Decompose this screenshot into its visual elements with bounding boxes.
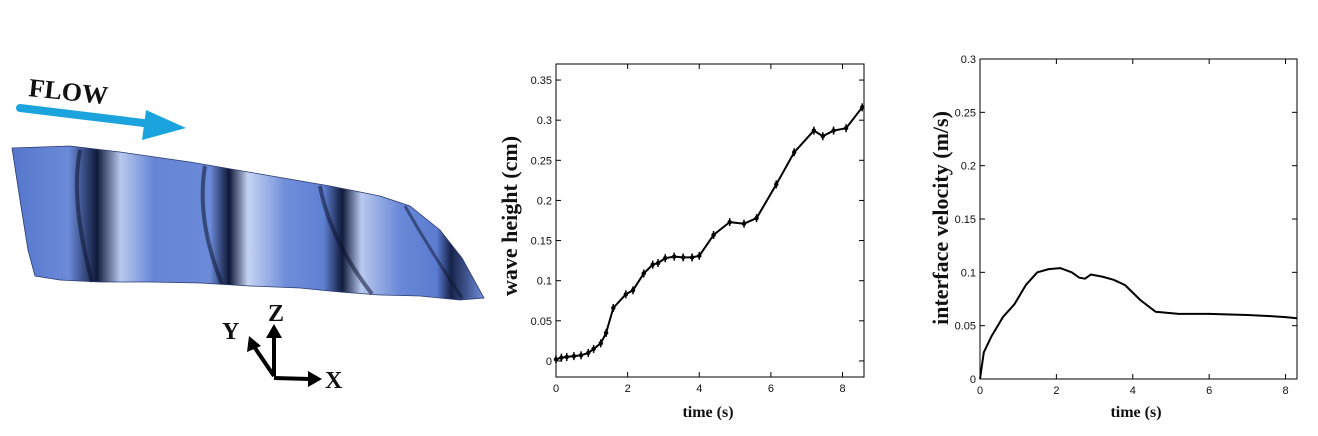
data-point (564, 354, 569, 360)
y-tick-label: 0.25 (955, 107, 976, 119)
data-point (630, 288, 636, 293)
data-point (591, 346, 596, 352)
data-point (727, 219, 732, 225)
wave-surface (11, 145, 485, 301)
data-point (641, 271, 646, 276)
x-axis-arrowhead (308, 371, 322, 387)
flow-label: FLOW (27, 73, 109, 110)
y-tick-label: 0.15 (531, 236, 552, 248)
x-tick-label: 4 (696, 383, 702, 395)
x-tick-label: 6 (1206, 385, 1212, 397)
data-point (559, 355, 564, 360)
x-axis-label: time (s) (1110, 404, 1161, 421)
coordinate-axes (247, 324, 322, 387)
data-point (655, 260, 661, 266)
data-point (831, 128, 836, 133)
x-tick-label: 4 (1130, 385, 1136, 397)
plot-frame (555, 63, 865, 378)
data-point (774, 182, 779, 187)
series-line (979, 267, 1298, 380)
y-tick-label: 0.2 (537, 195, 552, 207)
data-point (791, 150, 797, 155)
data-point (650, 262, 655, 267)
data-point (603, 330, 609, 336)
x-axis-line (273, 376, 311, 381)
y-tick-label: 0.3 (537, 115, 552, 127)
data-point (578, 353, 584, 358)
data-point (553, 357, 559, 362)
data-point (811, 128, 817, 133)
x-tick-label: 2 (625, 383, 631, 395)
y-tick-label: 0.2 (961, 161, 976, 173)
data-point (571, 353, 577, 359)
data-point (843, 126, 849, 131)
data-point (623, 292, 629, 297)
data-point (671, 254, 677, 259)
y-tick-label: 0.3 (961, 54, 976, 66)
axis-label-x: X (325, 368, 343, 394)
y-axis-line (253, 346, 276, 378)
wave-ridge-2 (200, 165, 224, 285)
y-tick-label: 0.25 (531, 155, 552, 167)
wave-ridge-4 (403, 205, 464, 299)
data-point (711, 232, 716, 238)
y-tick-label: 0.1 (961, 267, 976, 279)
y-tick-label: 0.15 (955, 214, 976, 226)
data-point (598, 341, 603, 346)
y-tick-label: 0.35 (531, 75, 552, 87)
data-point (689, 255, 695, 260)
wave-height-chart: 0 0.05 0.1 0.15 0.2 0.25 0.3 0.35 0 2 4 6 8 time (s… (497, 63, 865, 421)
flow-arrow-head (142, 110, 186, 140)
flow-arrow-shaft (16, 104, 156, 128)
y-axis-arrowhead (247, 336, 261, 352)
x-tick-label: 6 (768, 383, 774, 395)
plot-frame (979, 58, 1298, 380)
data-point (586, 350, 591, 356)
data-point (741, 221, 747, 226)
x-tick-label: 0 (553, 383, 559, 395)
data-point (611, 305, 616, 311)
data-point (697, 253, 702, 259)
y-tick-label: 0 (546, 356, 552, 368)
interface-velocity-chart: 0 0.05 0.1 0.15 0.2 0.25 0.3 0 2 4 6 8 time (s) in… (928, 54, 1298, 421)
y-axis-label: wave height (cm) (497, 136, 522, 296)
wave-ridge-1 (74, 149, 94, 283)
x-tick-label: 8 (1282, 385, 1288, 397)
x-axis-label: time (s) (682, 404, 733, 421)
data-point (754, 215, 759, 221)
wave-ridge-3 (318, 185, 374, 296)
axis-label-y: Y (222, 319, 239, 345)
z-axis-arrowhead (266, 324, 282, 338)
y-tick-label: 0.05 (531, 316, 552, 328)
data-point (820, 134, 826, 139)
y-tick-label: 0 (970, 374, 976, 386)
x-tick-label: 8 (839, 383, 845, 395)
x-tick-label: 2 (1053, 385, 1059, 397)
data-point (663, 256, 668, 261)
axis-label-z: Z (268, 301, 284, 327)
wave-illustration: FLOW Z Y X (11, 73, 485, 394)
flow-arrow (16, 104, 186, 140)
y-tick-label: 0.05 (955, 321, 976, 333)
data-point (680, 255, 686, 260)
x-tick-label: 0 (977, 385, 983, 397)
data-point (860, 105, 865, 110)
y-axis-label: interface velocity (m/s) (928, 111, 953, 325)
y-tick-label: 0.1 (537, 276, 552, 288)
